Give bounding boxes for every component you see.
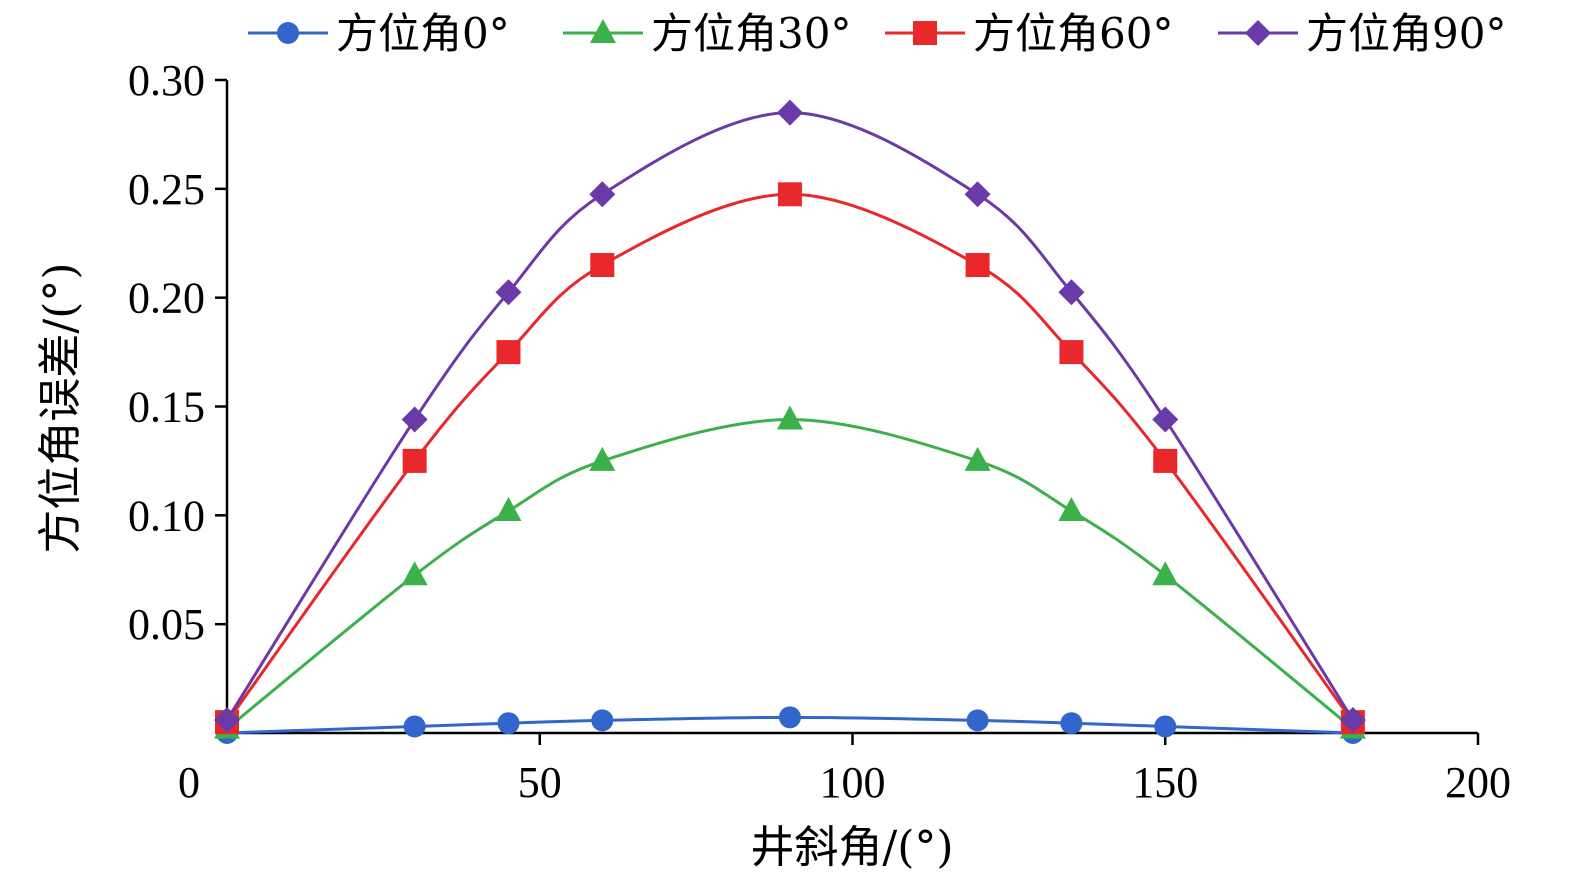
x-tick-label: 100 (820, 758, 886, 807)
y-ticks: 0.05 0.10 0.15 0.20 0.25 0.30 (128, 56, 227, 649)
x-tick-label: 150 (1132, 758, 1198, 807)
series-line (225, 192, 1355, 723)
y-tick-label: 0.10 (128, 491, 205, 540)
x-tick-label: 50 (518, 758, 562, 807)
data-point-circle (591, 709, 614, 732)
data-point-circle (966, 709, 989, 732)
legend-label: 方位角90° (1306, 9, 1506, 58)
x-tick-label: 0 (178, 758, 200, 807)
data-point-circle (497, 712, 520, 735)
y-tick-label: 0.05 (128, 600, 205, 649)
series-0 (216, 706, 1364, 744)
data-point-square (777, 182, 802, 207)
data-point-triangle (776, 405, 803, 430)
series-1 (214, 405, 1366, 739)
plot-area (214, 99, 1366, 744)
legend-item: 方位角30° (563, 9, 851, 58)
legend: 方位角0° 方位角30° 方位角60° 方位角90° (248, 9, 1506, 58)
data-point-circle (403, 715, 426, 738)
data-point-circle (778, 706, 801, 729)
legend-item: 方位角90° (1218, 9, 1506, 58)
y-axis-title: 方位角误差/(°) (35, 262, 86, 553)
y-tick-label: 0.25 (128, 165, 205, 214)
data-point-diamond (401, 406, 428, 433)
data-point-square (590, 253, 615, 278)
data-point-circle (1154, 715, 1177, 738)
data-point-triangle (1152, 561, 1179, 586)
legend-label: 方位角30° (651, 9, 851, 58)
data-point-circle (1060, 712, 1083, 735)
data-point-diamond (495, 279, 522, 306)
data-point-diamond (964, 181, 991, 208)
data-point-triangle (589, 446, 616, 471)
data-point-square (402, 448, 427, 473)
legend-item: 方位角60° (885, 9, 1173, 58)
legend-marker-square (913, 21, 937, 45)
legend-marker-circle (277, 22, 299, 44)
data-point-triangle (964, 446, 991, 471)
data-point-diamond (1339, 706, 1366, 733)
data-point-diamond (776, 99, 803, 126)
legend-marker-triangle (590, 19, 616, 43)
series-2 (215, 182, 1365, 735)
x-axis-title: 井斜角/(°) (750, 822, 953, 873)
legend-label: 方位角0° (336, 9, 510, 58)
axes: 0.05 0.10 0.15 0.20 0.25 0.30 0 50 100 150 200 井斜… (35, 56, 1511, 873)
data-point-square (965, 253, 990, 278)
series-3 (214, 99, 1366, 733)
legend-item: 方位角0° (248, 9, 510, 58)
series-line (226, 418, 1354, 730)
data-point-triangle (495, 496, 522, 521)
legend-label: 方位角60° (973, 9, 1173, 58)
x-ticks: 0 50 100 150 200 (178, 733, 1511, 807)
data-point-diamond (1058, 279, 1085, 306)
data-point-square (1059, 340, 1084, 365)
y-tick-label: 0.30 (128, 56, 205, 105)
y-tick-label: 0.20 (128, 274, 205, 323)
legend-marker-diamond (1245, 20, 1271, 46)
x-tick-label: 200 (1445, 758, 1511, 807)
data-point-triangle (1058, 496, 1085, 521)
data-point-square (496, 340, 521, 365)
data-point-triangle (401, 561, 428, 586)
y-tick-label: 0.15 (128, 383, 205, 432)
data-point-diamond (1152, 406, 1179, 433)
data-point-diamond (214, 706, 240, 733)
data-point-square (1153, 448, 1178, 473)
data-point-diamond (589, 181, 616, 208)
